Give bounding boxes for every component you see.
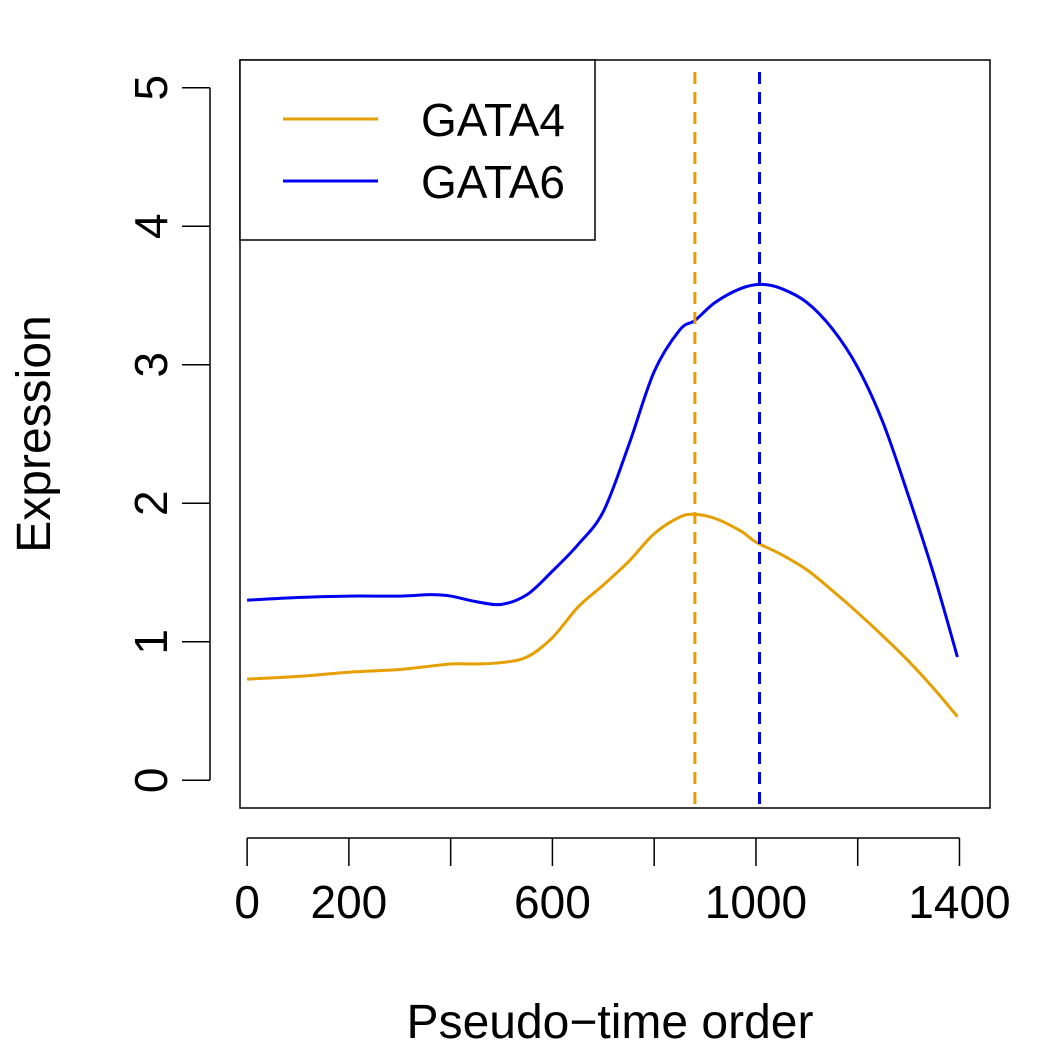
x-axis: 0 200 600 1000 1400 [234,837,1011,928]
plot-frame [239,59,991,809]
legend-label-gata6: GATA6 [421,156,565,208]
y-tick-label: 5 [125,75,177,101]
x-axis-label: Pseudo−time order [407,996,814,1049]
y-axis: 0 1 2 3 4 5 [125,75,211,793]
x-tick-label: 600 [514,876,591,928]
series-lines [247,282,959,718]
legend-box [239,59,596,241]
series-line-gata6 [247,282,959,658]
legend-label-gata4: GATA4 [421,94,565,146]
y-axis-label: Expression [8,315,61,552]
peak-lines [693,72,762,808]
y-tick-label: 0 [125,767,177,793]
y-tick-label: 4 [125,213,177,239]
series-line-gata4 [247,512,959,718]
legend: GATA4 GATA6 [239,59,596,241]
y-tick-label: 3 [125,352,177,378]
x-tick-label: 1000 [705,876,807,928]
y-tick-label: 1 [125,629,177,655]
x-tick-label: 1400 [908,876,1010,928]
x-tick-label: 200 [311,876,388,928]
x-tick-label: 0 [234,876,260,928]
y-tick-label: 2 [125,490,177,516]
